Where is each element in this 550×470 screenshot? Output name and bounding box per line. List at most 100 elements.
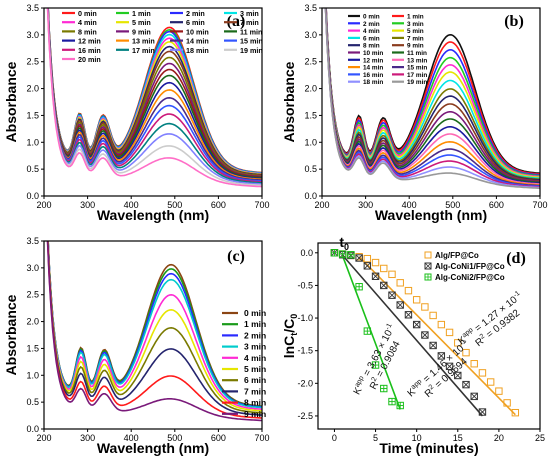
kinetic-annotation: Kapp = 1.27 × 10-1R2 = 0.9382 — [456, 290, 522, 349]
series-line-2-min — [325, 8, 540, 176]
data-point — [454, 371, 462, 380]
data-point — [404, 286, 413, 295]
x-tick-label: 200 — [36, 200, 51, 210]
x-tick-label: 0 — [332, 433, 337, 443]
legend-label: 7 min — [244, 386, 266, 396]
x-tick-label: 500 — [445, 200, 460, 210]
y-axis-title: Absorbance — [281, 61, 297, 142]
y-axis-title-slash: /C — [281, 319, 297, 333]
x-tick-label: 300 — [80, 433, 95, 443]
legend-label: 14 min — [363, 65, 383, 72]
legend-label: 5 min — [407, 28, 424, 35]
legend-marker — [424, 262, 432, 270]
legend-label: 12 min — [78, 37, 101, 46]
legend-label: 19 min — [407, 79, 427, 86]
data-point — [412, 320, 421, 329]
series-line-9-min — [325, 8, 540, 182]
legend-label: 1 min — [132, 9, 151, 18]
series-line-9-min — [46, 241, 262, 422]
y-tick-label: 2.0 — [26, 84, 39, 94]
y-tick-label: 0.5 — [26, 164, 39, 174]
series-line-7-min — [46, 241, 262, 416]
x-tick-label: 600 — [211, 433, 226, 443]
data-point — [388, 397, 396, 406]
data-point — [363, 254, 372, 263]
y-tick-label: 3.5 — [26, 236, 39, 246]
legend-label: 11 min — [240, 27, 262, 36]
annotation-part: -1 — [512, 290, 521, 299]
legend-label: 4 min — [244, 353, 266, 363]
series-line-16-min — [46, 8, 262, 183]
series-line-13-min — [324, 8, 540, 185]
legend-label: Alg/FP@Co — [435, 251, 479, 260]
y-axis-title-sub: t — [289, 333, 299, 336]
data-point — [478, 408, 487, 416]
series-line-11-min — [47, 8, 262, 179]
data-point — [478, 369, 487, 377]
legend-label: 8 min — [244, 398, 266, 408]
legend-label: 7 min — [240, 18, 259, 27]
fit-line — [358, 256, 516, 416]
chart-b-svg: 200 300 400 500 600 700 0.0 0.5 1.0 1.5 2.0 2.5 3.0 3… — [281, 3, 548, 223]
data-point — [429, 341, 437, 350]
data-point — [330, 249, 339, 257]
y-tick-label: -0.5 — [297, 280, 313, 290]
y-tick-label: 1.5 — [304, 110, 317, 120]
legend-label: 0 min — [363, 14, 380, 21]
data-point — [511, 408, 520, 417]
y-tick-label: -1.5 — [297, 346, 313, 356]
chart-a-svg: 200 300 400 500 600 700 0.0 0.5 1.0 1.5 2.0 2.5 3.0 3… — [3, 3, 270, 223]
legend-label: 10 min — [186, 27, 209, 36]
fit-line — [342, 254, 484, 417]
y-tick-label: 3.5 — [26, 3, 39, 13]
series-line-17-min — [324, 8, 540, 188]
series-line-3-min — [325, 8, 540, 177]
chart-panel-d: 0 5 10 15 20 25 0.0 -0.5 -1.0 -1.5 -2.0 -2.5 Time (m… — [278, 233, 550, 470]
legend-label: 7 min — [407, 35, 424, 42]
y-tick-label: 2.5 — [304, 57, 317, 67]
plot-frame — [321, 7, 541, 197]
x-tick-label: 15 — [453, 433, 463, 443]
panel-label: (b) — [504, 13, 524, 30]
legend-label: 8 min — [363, 43, 380, 50]
legend-label: 4 min — [363, 28, 380, 35]
legend-label: 3 min — [240, 9, 259, 18]
data-point — [380, 384, 388, 393]
panel-label: (c) — [227, 248, 245, 265]
series-line-14-min — [324, 8, 540, 186]
annotation-part: -1 — [458, 338, 467, 347]
chart-panel-a: 200 300 400 500 600 700 0.0 0.5 1.0 1.5 2.0 2.5 3.0 3… — [0, 0, 272, 237]
data-point — [462, 380, 470, 389]
series-line-10-min — [47, 8, 262, 178]
panel-label: (d) — [506, 250, 526, 267]
annotation-part: app — [354, 375, 366, 389]
legend-label: 13 min — [407, 57, 427, 64]
y-tick-label: 1.5 — [26, 343, 39, 353]
y-tick-label: 3.0 — [26, 30, 39, 40]
legend-label: 13 min — [132, 37, 155, 46]
data-point — [355, 283, 363, 291]
series-line-8-min — [325, 8, 540, 181]
legend-label: 8 min — [78, 27, 97, 36]
y-tick-label: 2.0 — [26, 317, 39, 327]
legend-label: 14 min — [186, 37, 209, 46]
y-tick-label: 0.0 — [304, 191, 317, 201]
x-tick-label: 600 — [489, 200, 504, 210]
series-line-11-min — [324, 8, 540, 184]
y-axis-title: Absorbance — [3, 61, 19, 142]
legend-label: 10 min — [363, 50, 383, 57]
data-point — [396, 301, 404, 309]
y-tick-label: 2.5 — [26, 290, 39, 300]
data-point — [429, 311, 437, 320]
x-axis-title: Time (minutes) — [379, 440, 478, 456]
data-point — [380, 264, 388, 273]
legend-label: 20 min — [78, 55, 101, 64]
kinetic-annotation: Kapp = 1.46 × 10-1R2 = 0.9694 — [406, 338, 470, 400]
legend-label: 5 min — [132, 18, 151, 27]
x-tick-label: 400 — [124, 433, 139, 443]
annotation-part: 2 — [371, 376, 379, 383]
y-axis-title-main: lnC — [281, 336, 297, 359]
legend-label: 18 min — [363, 79, 383, 86]
legend-label: 15 min — [240, 37, 263, 46]
